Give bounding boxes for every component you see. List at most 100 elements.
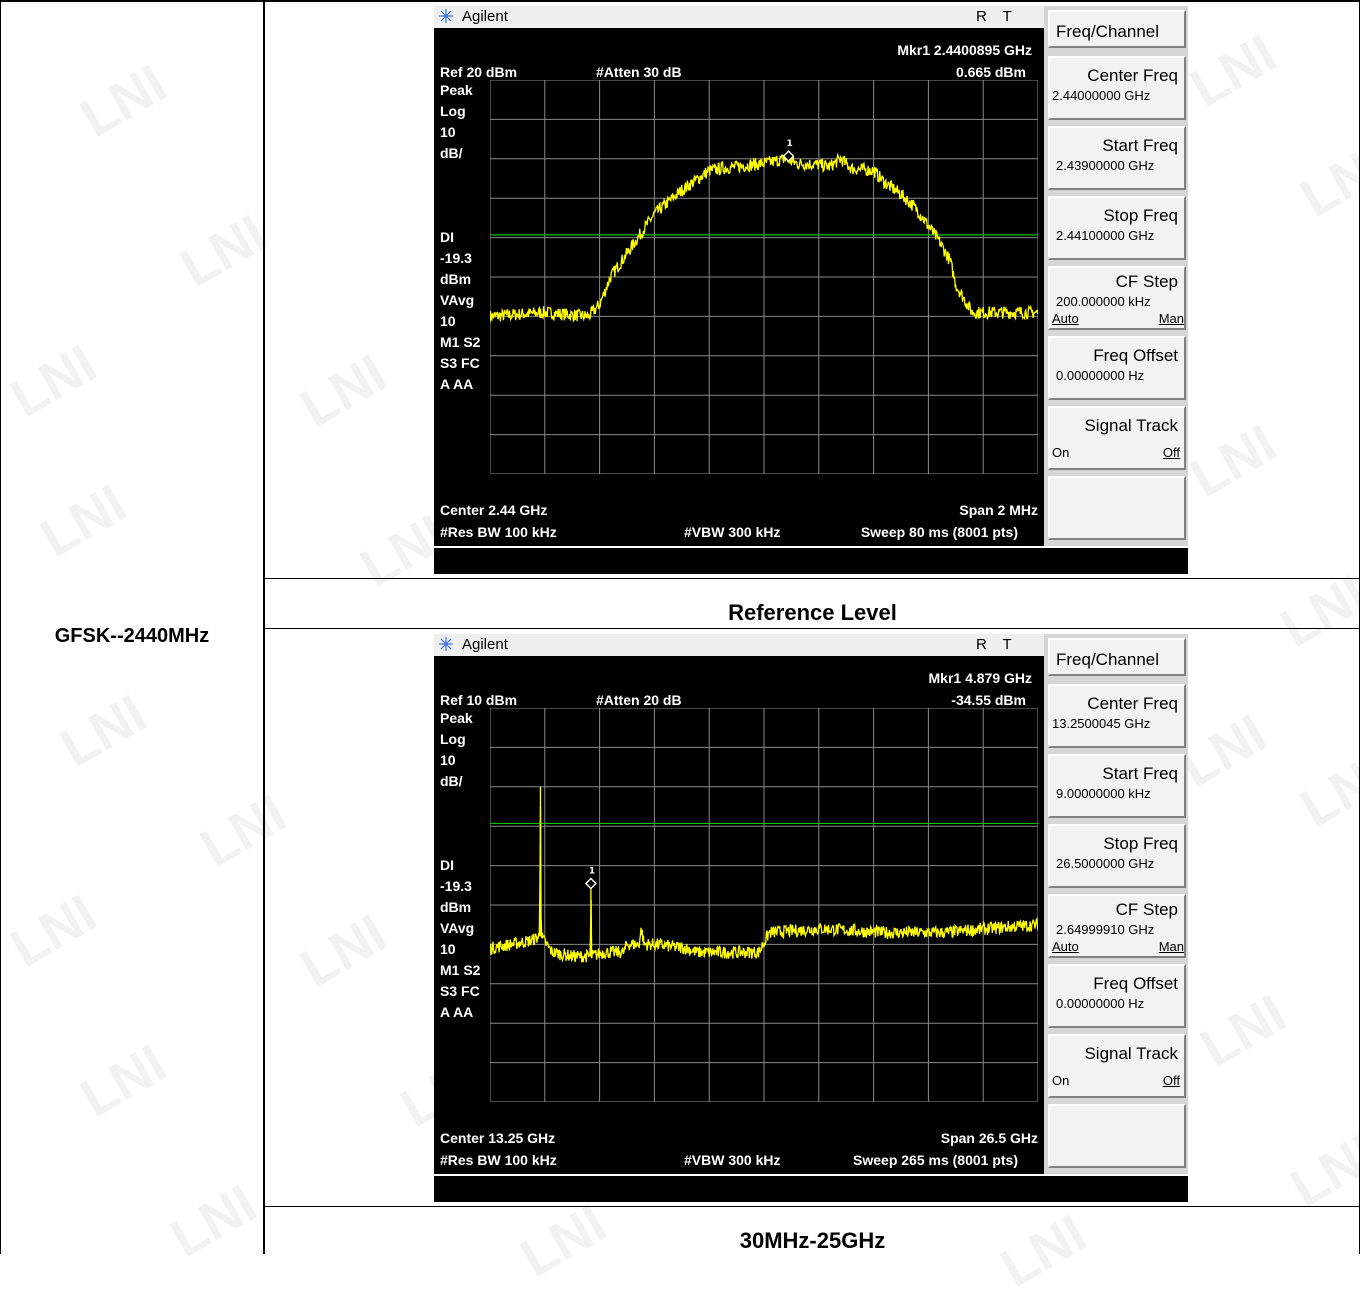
signal-track-softkey[interactable]: Signal Track On Off — [1048, 406, 1186, 470]
softkey-label: Start Freq — [1102, 764, 1178, 783]
left-annotation: dB/ — [440, 773, 463, 789]
softkey-value: 13.2500045 GHz — [1052, 716, 1151, 731]
left-annotation: DI — [440, 229, 454, 245]
signal-track-on-option[interactable]: On — [1052, 1073, 1070, 1088]
marker-1-tag: 1 — [589, 867, 595, 877]
marker-1-diamond — [584, 877, 597, 890]
cf-step-auto-option[interactable]: Auto — [1052, 311, 1079, 326]
left-annotation: 10 — [440, 313, 456, 329]
signal-track-on-option[interactable]: On — [1052, 445, 1070, 460]
reference-level: Ref 20 dBm — [440, 64, 518, 80]
left-annotation: S3 FC — [440, 355, 480, 371]
sweep-time: Sweep 80 ms (8001 pts) — [860, 524, 1018, 540]
softkey-label: CF Step — [1115, 272, 1178, 291]
rt-indicators: RT — [976, 8, 1028, 25]
signal-track-softkey[interactable]: Signal Track On Off — [1048, 1034, 1186, 1098]
video-bandwidth: #VBW 300 kHz — [684, 524, 781, 540]
video-bandwidth: #VBW 300 kHz — [684, 1152, 781, 1168]
left-annotation: A AA — [440, 1004, 474, 1020]
agilent-spark-icon — [439, 9, 453, 23]
left-annotation: 10 — [440, 124, 456, 140]
marker-level: -34.55 dBm — [951, 692, 1026, 708]
left-annotation: -19.3 — [440, 250, 472, 266]
left-annotation: VAvg — [440, 920, 475, 936]
softkey-menu-title: Freq/Channel — [1056, 22, 1160, 41]
resolution-bandwidth: #Res BW 100 kHz — [440, 524, 557, 540]
left-annotation: DI — [440, 857, 454, 873]
blank-softkey[interactable] — [1048, 1104, 1186, 1168]
left-annotation: Peak — [440, 82, 473, 98]
left-annotation: S3 FC — [440, 983, 480, 999]
caption-divider-1 — [265, 578, 1360, 579]
center-frequency: Center 13.25 GHz — [440, 1130, 556, 1146]
softkey-label: Stop Freq — [1103, 834, 1178, 853]
menu-title-freq-channel: Freq/Channel — [1048, 638, 1186, 676]
softkey-label: Signal Track — [1084, 1044, 1178, 1063]
status-bar — [434, 548, 1188, 574]
spectrum-trace — [490, 806, 1038, 963]
marker-1-tag: 1 — [787, 139, 793, 149]
analyzer-display: Mkr1 4.879 GHz -34.55 dBm Ref 10 dBm #At… — [434, 656, 1044, 1174]
softkey-value: 0.00000000 Hz — [1056, 368, 1145, 383]
spectrum-analyzer-screenshot-2: Agilent RT Mkr1 4.879 GHz -34.55 dBm Ref… — [434, 634, 1188, 1202]
left-annotation: dBm — [440, 899, 472, 915]
agilent-spark-icon — [439, 637, 453, 651]
cf-step-man-option[interactable]: Man — [1158, 939, 1184, 954]
left-annotation: M1 S2 — [440, 334, 481, 350]
brand-name: Agilent — [462, 636, 508, 653]
softkey-value: 2.44000000 GHz — [1052, 88, 1151, 103]
attenuation: #Atten 20 dB — [596, 692, 682, 708]
frequency-span: Span 2 MHz — [959, 502, 1038, 518]
left-annotation: dBm — [440, 271, 472, 287]
left-annotation: M1 S2 — [440, 962, 481, 978]
start-freq-softkey[interactable]: Start Freq 9.00000000 kHz — [1048, 754, 1186, 818]
cf-step-softkey[interactable]: CF Step 2.64999910 GHz Auto Man — [1048, 894, 1186, 958]
softkey-label: Stop Freq — [1103, 206, 1178, 225]
marker-1-diamond — [782, 150, 795, 163]
rt-indicators: RT — [976, 636, 1028, 653]
softkey-value: 2.43900000 GHz — [1056, 158, 1155, 173]
softkey-value: 9.00000000 kHz — [1056, 786, 1151, 801]
left-annotation: Log — [440, 103, 466, 119]
left-annotation: Log — [440, 731, 466, 747]
stop-freq-softkey[interactable]: Stop Freq 2.44100000 GHz — [1048, 196, 1186, 260]
blank-softkey[interactable] — [1048, 476, 1186, 540]
start-freq-softkey[interactable]: Start Freq 2.43900000 GHz — [1048, 126, 1186, 190]
left-annotation: 10 — [440, 941, 456, 957]
resolution-bandwidth: #Res BW 100 kHz — [440, 1152, 557, 1168]
cf-step-auto-option[interactable]: Auto — [1052, 939, 1079, 954]
freq-offset-softkey[interactable]: Freq Offset 0.00000000 Hz — [1048, 964, 1186, 1028]
attenuation: #Atten 30 dB — [596, 64, 682, 80]
freq-offset-softkey[interactable]: Freq Offset 0.00000000 Hz — [1048, 336, 1186, 400]
status-bar — [434, 1176, 1188, 1202]
left-annotation: A AA — [440, 376, 474, 392]
spectrum-plot: 1 — [490, 708, 1038, 1102]
softkey-value: 0.00000000 Hz — [1056, 996, 1145, 1011]
softkey-label: Freq Offset — [1093, 974, 1178, 993]
softkey-panel: Freq/Channel Center Freq 13.2500045 GHz … — [1044, 634, 1188, 1174]
cf-step-man-option[interactable]: Man — [1158, 311, 1184, 326]
marker-level: 0.665 dBm — [955, 64, 1026, 80]
softkey-value: 200.000000 kHz — [1056, 294, 1151, 309]
softkey-label: Start Freq — [1102, 136, 1178, 155]
spectrum-trace — [490, 152, 1038, 323]
softkey-value: 2.44100000 GHz — [1056, 228, 1155, 243]
panel-divider — [265, 628, 1360, 629]
softkey-menu-title: Freq/Channel — [1056, 650, 1160, 669]
stop-freq-softkey[interactable]: Stop Freq 26.5000000 GHz — [1048, 824, 1186, 888]
spectrum-plot: 1 — [490, 80, 1038, 474]
brand-name: Agilent — [462, 8, 508, 25]
spectrum-analyzer-screenshot-1: Agilent RT Mkr1 2.4400895 GHz 0.665 dBm … — [434, 6, 1188, 574]
center-freq-softkey[interactable]: Center Freq 13.2500045 GHz — [1048, 684, 1186, 748]
signal-track-off-option[interactable]: Off — [1162, 1073, 1180, 1088]
marker-readout: Mkr1 4.879 GHz — [928, 670, 1033, 686]
softkey-label: Center Freq — [1087, 694, 1178, 713]
panel-caption-2: 30MHz-25GHz — [739, 1228, 886, 1253]
mode-label: GFSK--2440MHz — [54, 624, 210, 647]
menu-title-freq-channel: Freq/Channel — [1048, 10, 1186, 48]
center-freq-softkey[interactable]: Center Freq 2.44000000 GHz — [1048, 56, 1186, 120]
cf-step-softkey[interactable]: CF Step 200.000000 kHz Auto Man — [1048, 266, 1186, 330]
analyzer-display: Mkr1 2.4400895 GHz 0.665 dBm Ref 20 dBm … — [434, 28, 1044, 546]
signal-track-off-option[interactable]: Off — [1162, 445, 1180, 460]
analyzer-title-bar: Agilent RT — [434, 6, 1044, 29]
